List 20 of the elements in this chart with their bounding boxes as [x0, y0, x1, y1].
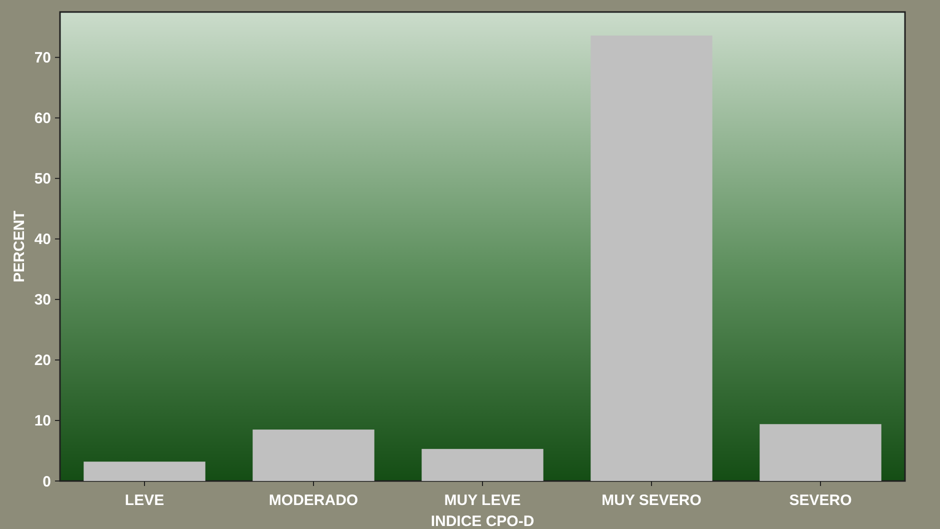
bar — [252, 430, 374, 481]
x-tick-label: MUY LEVE — [444, 492, 521, 509]
bar — [760, 424, 882, 481]
bar — [84, 462, 206, 481]
x-axis-title: INDICE CPO-D — [430, 513, 534, 529]
x-tick-label: MODERADO — [268, 492, 358, 509]
bar — [422, 448, 544, 481]
x-tick-label: MUY SEVERO — [602, 492, 702, 509]
y-tick-label: 0 — [42, 473, 51, 490]
y-tick-label: 20 — [34, 352, 51, 370]
y-tick-label: 40 — [34, 231, 51, 248]
y-axis-title: PERCENT — [11, 210, 28, 282]
y-tick-label: 60 — [34, 110, 51, 128]
y-tick-label: 50 — [34, 170, 51, 188]
y-tick-label: 70 — [34, 50, 51, 67]
y-tick-label: 10 — [34, 412, 51, 430]
y-tick-label: 30 — [34, 292, 51, 309]
x-tick-label: SEVERO — [789, 492, 852, 509]
x-tick-label: LEVE — [124, 492, 164, 509]
bar — [590, 36, 712, 481]
